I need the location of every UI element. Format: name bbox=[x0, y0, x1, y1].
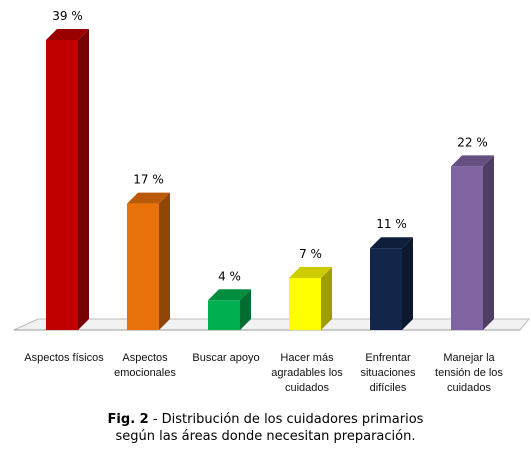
data-label-6: 22 % bbox=[457, 135, 488, 149]
bar-5 bbox=[370, 248, 402, 330]
data-label-1: 39 % bbox=[52, 9, 83, 23]
figure-caption: Fig. 2 - Distribución de los cuidadores … bbox=[0, 411, 531, 445]
bar-4 bbox=[289, 277, 321, 330]
bar-side-1 bbox=[78, 29, 89, 330]
bar-1 bbox=[46, 40, 78, 330]
bar-top-6 bbox=[451, 155, 494, 167]
bar-side-2 bbox=[159, 192, 170, 330]
bar-3 bbox=[208, 300, 240, 330]
caption-text-line2: según las áreas donde necesitan preparac… bbox=[115, 429, 416, 444]
data-label-2: 17 % bbox=[133, 173, 164, 187]
bar-2 bbox=[127, 203, 159, 330]
category-label-3: Buscar apoyo bbox=[192, 352, 260, 364]
category-label-5: Enfrentar situaciones difíciles bbox=[360, 352, 416, 394]
bar-6 bbox=[451, 166, 483, 330]
data-label-4: 7 % bbox=[299, 247, 322, 261]
category-label-2: Aspectos emocionales bbox=[114, 352, 176, 379]
caption-text-line1: - Distribución de los cuidadores primari… bbox=[148, 412, 424, 427]
bar-side-3 bbox=[240, 289, 251, 330]
data-label-5: 11 % bbox=[376, 217, 407, 231]
category-label-6: Manejar la tensión de los cuidados bbox=[435, 352, 503, 394]
data-label-3: 4 % bbox=[218, 269, 241, 283]
caption-fig-label: Fig. 2 bbox=[107, 412, 149, 427]
bar-top-5 bbox=[370, 237, 413, 249]
category-label-1: Aspectos físicos bbox=[24, 352, 104, 364]
bar-top-1 bbox=[46, 29, 89, 40]
bar-top-2 bbox=[127, 192, 170, 204]
bar-side-5 bbox=[402, 237, 413, 330]
bar-top-3 bbox=[208, 289, 251, 301]
bar-side-6 bbox=[483, 155, 494, 330]
bar-side-4 bbox=[321, 266, 332, 330]
bar-chart: 39 % 17 % 4 % 7 % 11 % 22 % bbox=[13, 9, 531, 331]
category-label-4: Hacer más agradables los cuidados bbox=[271, 352, 343, 394]
bar-top-4 bbox=[289, 266, 332, 278]
